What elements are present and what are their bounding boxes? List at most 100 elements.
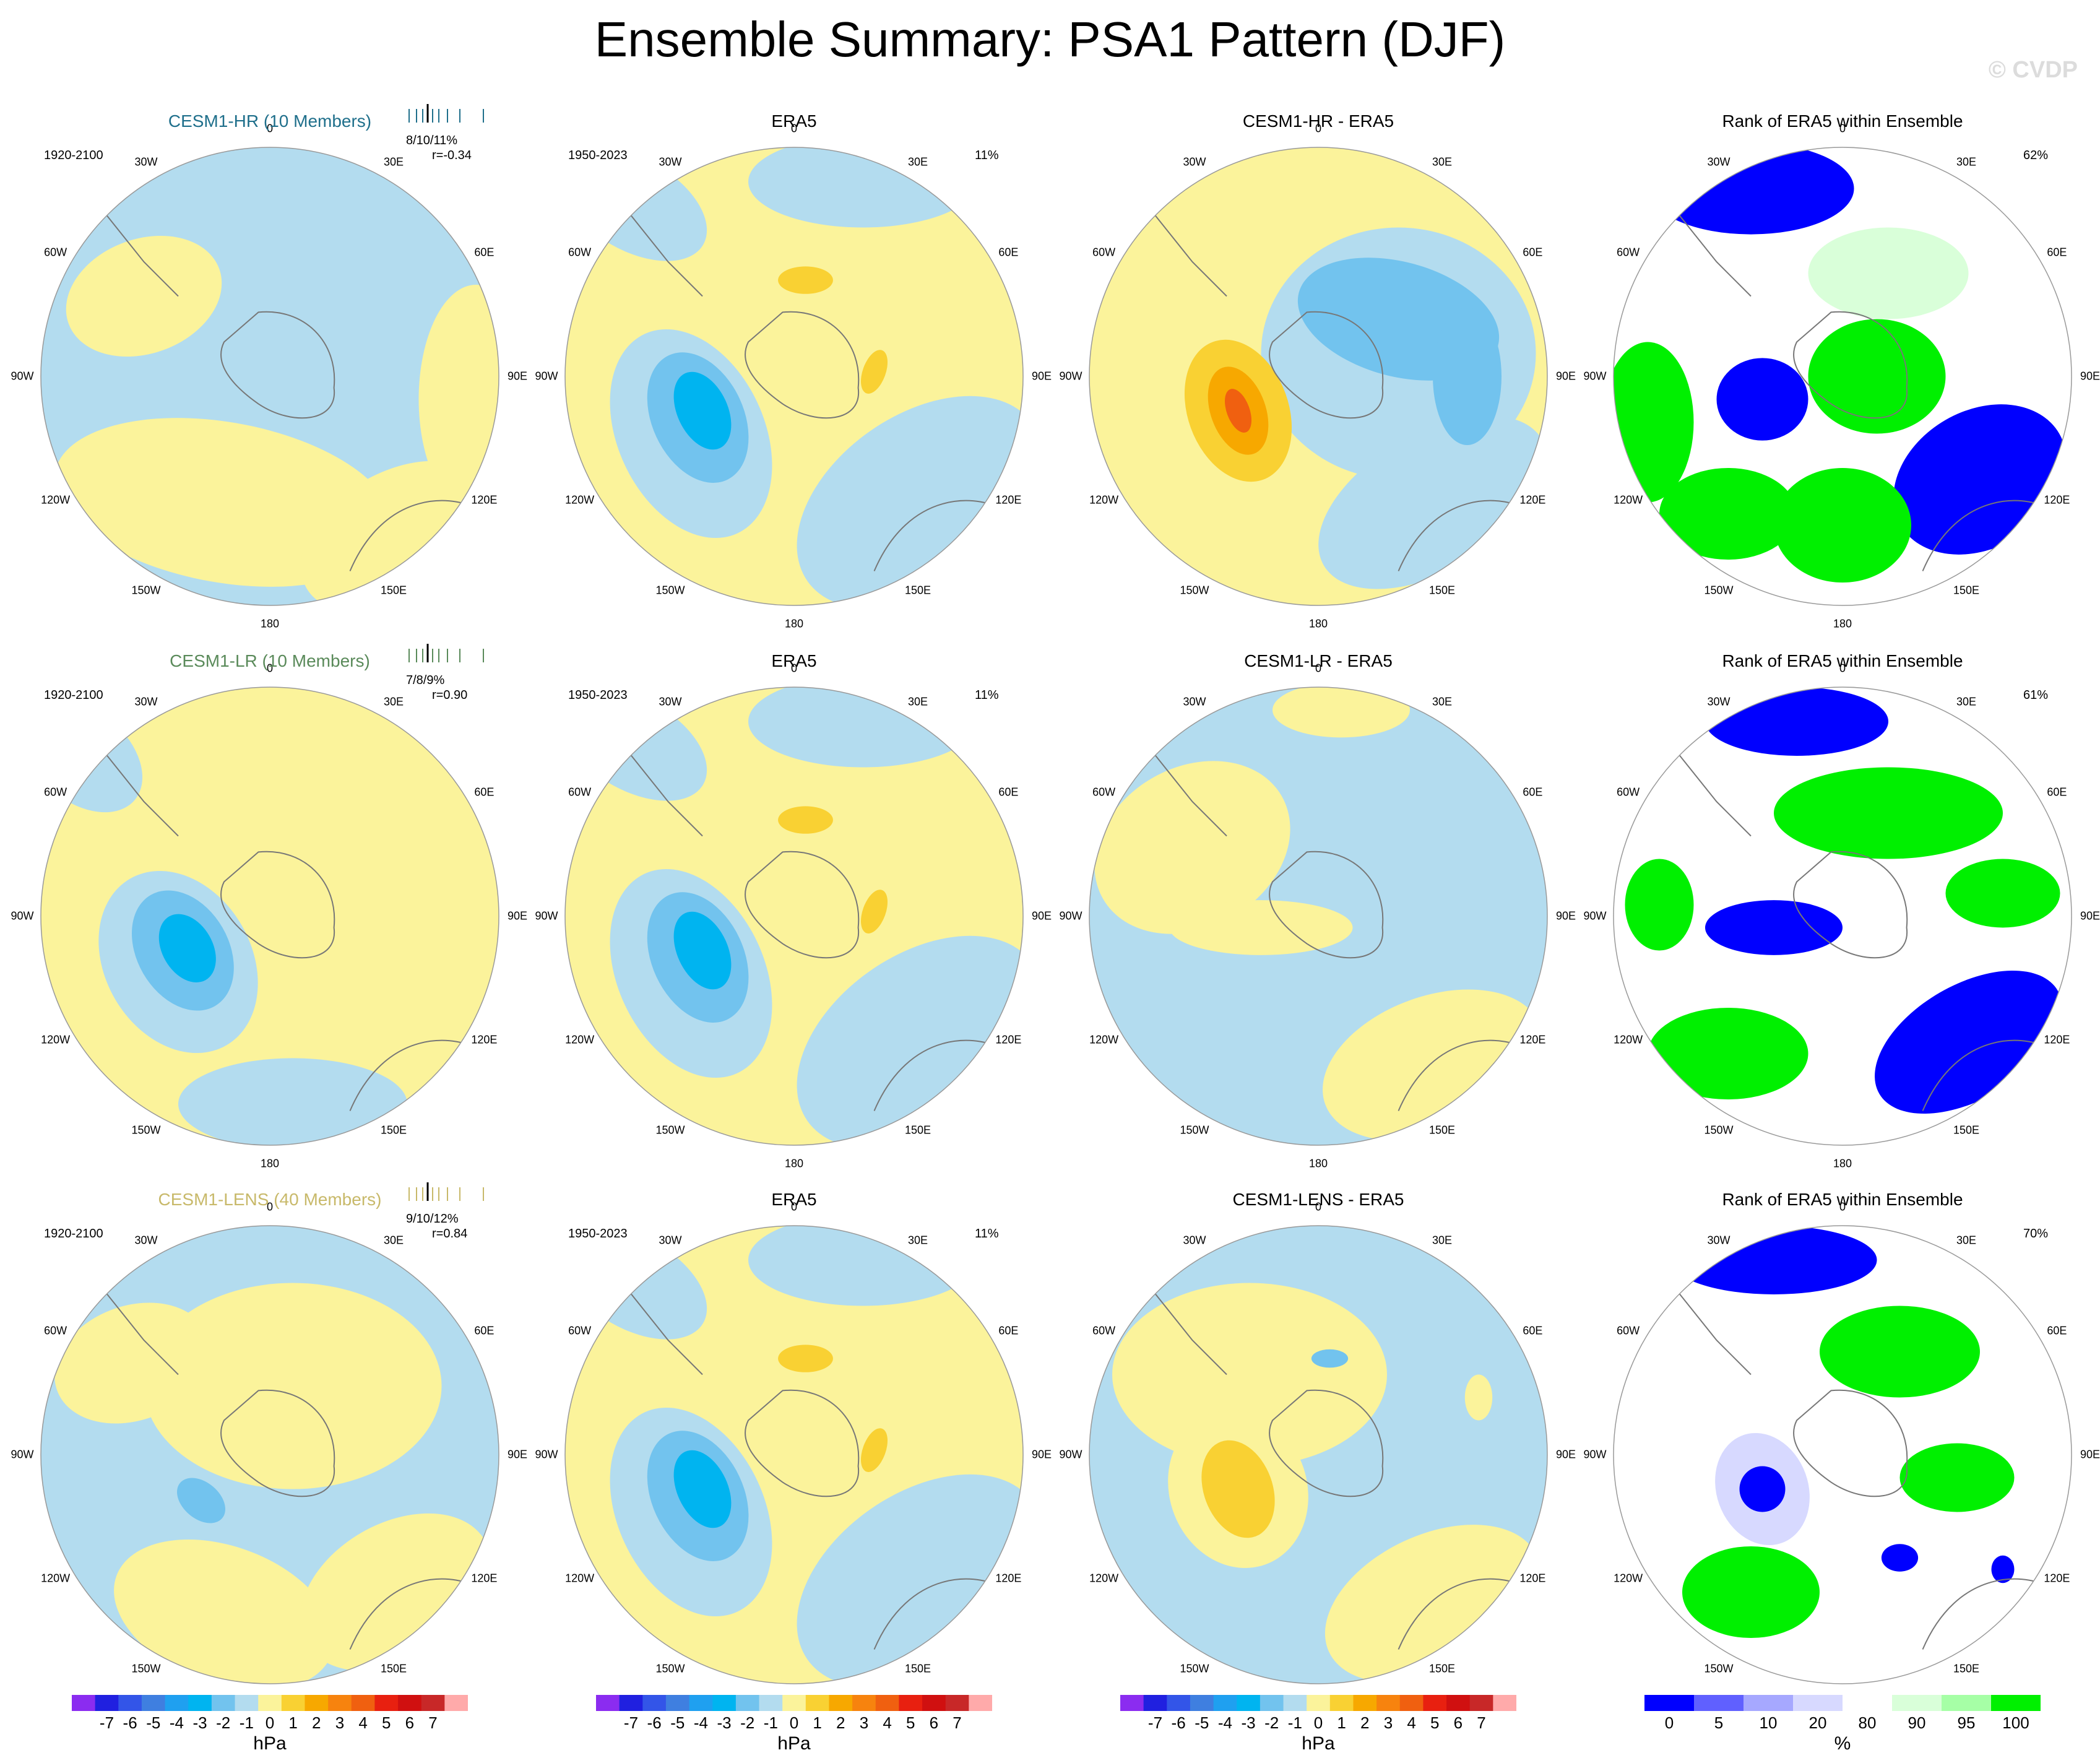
lon-label: 60W bbox=[1617, 786, 1640, 799]
colorbar-tick-label: 0 bbox=[1313, 1713, 1323, 1732]
lon-label: 120E bbox=[1519, 1572, 1546, 1585]
contour-region bbox=[1820, 1306, 1980, 1398]
lon-label: 90W bbox=[1583, 1448, 1607, 1461]
lon-label: 90E bbox=[507, 370, 528, 383]
diff_lens-map bbox=[1089, 1225, 1548, 1684]
lon-label: 120W bbox=[565, 1033, 595, 1046]
colorbar-swatch bbox=[1493, 1695, 1516, 1711]
ensemble-spread-ticks bbox=[408, 644, 484, 662]
lon-label: 30E bbox=[1432, 155, 1453, 168]
lon-label: 150E bbox=[904, 1662, 931, 1675]
colorbar-swatch bbox=[328, 1695, 352, 1711]
colorbar-swatch bbox=[1190, 1695, 1214, 1711]
antarctica-coastline bbox=[745, 851, 860, 959]
slp-colorbar bbox=[596, 1695, 992, 1711]
lon-label: 60E bbox=[998, 786, 1019, 799]
colorbar-swatch bbox=[165, 1695, 189, 1711]
south-america-coastline bbox=[621, 743, 703, 837]
map-boundary bbox=[1613, 687, 2072, 1146]
south-america-coastline bbox=[1670, 743, 1752, 837]
contour-region bbox=[673, 371, 732, 450]
lon-label: 90E bbox=[1555, 909, 1576, 922]
lon-label: 0 bbox=[1315, 122, 1322, 135]
colorbar-swatch bbox=[258, 1695, 282, 1711]
contour-region bbox=[860, 350, 888, 394]
lon-label: 90E bbox=[507, 909, 528, 922]
colorbar-swatch bbox=[759, 1695, 783, 1711]
hr-map bbox=[40, 147, 499, 606]
colorbar-tick-label: -7 bbox=[1147, 1713, 1163, 1732]
contour-region bbox=[778, 806, 833, 834]
lon-label: 120E bbox=[471, 1033, 498, 1046]
contour-region bbox=[158, 914, 216, 982]
obs-years: 1950-2023 bbox=[568, 1227, 628, 1241]
colorbar-tick-label: -5 bbox=[146, 1713, 161, 1732]
lon-label: 150E bbox=[1428, 584, 1456, 597]
lon-label: 60W bbox=[1092, 786, 1116, 799]
colorbar-swatch bbox=[1942, 1695, 1992, 1711]
colorbar-swatch bbox=[829, 1695, 853, 1711]
lon-label: 90W bbox=[1583, 909, 1607, 922]
colorbar-swatch bbox=[1376, 1695, 1401, 1711]
lon-label: 90W bbox=[1583, 370, 1607, 383]
lon-label: 30E bbox=[1432, 1234, 1453, 1247]
lon-label: 30W bbox=[659, 695, 682, 708]
colorbar-tick-label: 90 bbox=[1908, 1713, 1926, 1732]
colorbar-tick-label: -1 bbox=[1287, 1713, 1302, 1732]
colorbar-swatch bbox=[1644, 1695, 1695, 1711]
obs-title: ERA5 bbox=[771, 1190, 817, 1209]
pattern-correlation: r=0.90 bbox=[432, 688, 468, 702]
colorbar-swatch bbox=[1213, 1695, 1237, 1711]
lon-label: 120W bbox=[41, 1572, 71, 1585]
figure-title: Ensemble Summary: PSA1 Pattern (DJF) bbox=[594, 12, 1506, 67]
contour-region bbox=[1991, 1555, 2015, 1583]
contour-region bbox=[1625, 859, 1694, 951]
colorbar-tick-label: -5 bbox=[670, 1713, 685, 1732]
colorbar-swatch bbox=[1283, 1695, 1307, 1711]
lon-label: 60E bbox=[2047, 1324, 2067, 1337]
colorbar-tick-label: 100 bbox=[2002, 1713, 2029, 1732]
colorbar-tick-label: 3 bbox=[1383, 1713, 1393, 1732]
lon-label: 180 bbox=[1308, 617, 1328, 630]
diff-title: CESM1-LR - ERA5 bbox=[1244, 651, 1393, 670]
lon-label: 90E bbox=[2080, 909, 2100, 922]
lon-label: 90W bbox=[1059, 370, 1082, 383]
lon-label: 0 bbox=[1839, 122, 1846, 135]
lon-label: 120W bbox=[1614, 1572, 1643, 1585]
contour-region bbox=[1659, 468, 1797, 560]
south-america-coastline bbox=[97, 204, 179, 297]
colorbar-swatch bbox=[619, 1695, 643, 1711]
lon-label: 60E bbox=[474, 786, 495, 799]
lon-label: 60E bbox=[2047, 246, 2067, 259]
lon-label: 30E bbox=[1432, 695, 1453, 708]
lon-label: 120E bbox=[2044, 1572, 2070, 1585]
colorbar-tick-label: -4 bbox=[1217, 1713, 1232, 1732]
colorbar-tick-label: 4 bbox=[358, 1713, 368, 1732]
lon-label: 180 bbox=[784, 617, 804, 630]
lon-label: 90E bbox=[1555, 370, 1576, 383]
model-title: CESM1-HR (10 Members) bbox=[168, 111, 372, 131]
lon-label: 30W bbox=[1707, 1234, 1731, 1247]
colorbar-swatch bbox=[689, 1695, 713, 1711]
colorbar-swatch bbox=[1353, 1695, 1377, 1711]
colorbar-swatch bbox=[72, 1695, 96, 1711]
contour-region bbox=[1808, 319, 1946, 434]
lon-label: 180 bbox=[1833, 1157, 1852, 1170]
lon-label: 0 bbox=[266, 1200, 274, 1213]
colorbar-tick-label: -6 bbox=[647, 1713, 662, 1732]
obs-title: ERA5 bbox=[771, 111, 817, 131]
lon-label: 120E bbox=[471, 493, 498, 506]
colorbar-tick-label: 1 bbox=[813, 1713, 822, 1732]
colorbar-tick-label: -7 bbox=[623, 1713, 639, 1732]
lon-label: 60W bbox=[1617, 1324, 1640, 1337]
colorbar-swatch bbox=[421, 1695, 445, 1711]
lon-label: 60E bbox=[998, 1324, 1019, 1337]
contour-region bbox=[673, 1450, 732, 1528]
colorbar-swatch bbox=[281, 1695, 305, 1711]
contour-region bbox=[1311, 1349, 1349, 1368]
contour-region bbox=[178, 1058, 407, 1145]
lon-label: 60W bbox=[44, 1324, 67, 1337]
lon-label: 150W bbox=[1180, 1124, 1209, 1137]
colorbar-swatch bbox=[899, 1695, 923, 1711]
rank-map bbox=[1613, 1225, 2072, 1684]
